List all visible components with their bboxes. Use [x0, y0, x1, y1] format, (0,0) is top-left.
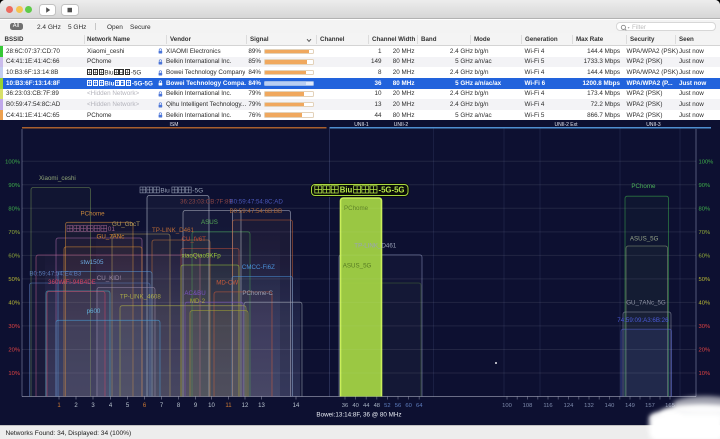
svg-text:p600: p600: [87, 308, 101, 315]
svg-text:ASUS_5G: ASUS_5G: [343, 262, 372, 269]
svg-text:74:59:09:A3:6B:26: 74:59:09:A3:6B:26: [617, 317, 669, 324]
svg-text:xiaoQiao9KFp: xiaoQiao9KFp: [182, 253, 222, 260]
svg-text:360WiFi-94B4DE: 360WiFi-94B4DE: [48, 279, 96, 286]
svg-text:-5G: -5G: [192, 187, 203, 194]
svg-text:10%: 10%: [699, 371, 711, 377]
svg-text:44: 44: [363, 403, 370, 409]
svg-text:64: 64: [416, 403, 423, 409]
svg-text:GU_GbcT: GU_GbcT: [112, 221, 140, 228]
svg-text:60: 60: [405, 403, 411, 409]
svg-text:ASUS: ASUS: [201, 219, 218, 226]
svg-text:20%: 20%: [8, 348, 20, 354]
svg-text:157: 157: [645, 403, 655, 409]
svg-text:B0:59:47:54:6B:BB: B0:59:47:54:6B:BB: [230, 208, 283, 215]
svg-text:40: 40: [352, 403, 358, 409]
svg-text:Xiaomi_ceshi: Xiaomi_ceshi: [39, 175, 76, 182]
svg-text:60%: 60%: [8, 254, 20, 260]
svg-text:GU_7ANc: GU_7ANc: [97, 233, 125, 240]
svg-text:4: 4: [109, 403, 113, 409]
svg-text:100%: 100%: [5, 159, 20, 165]
svg-text:TP-LINK_D461: TP-LINK_D461: [152, 227, 195, 234]
svg-text:B0:59:47:54:E4:B3: B0:59:47:54:E4:B3: [29, 271, 82, 278]
svg-text:CMCC-Fi6Z: CMCC-Fi6Z: [242, 264, 275, 271]
svg-text:132: 132: [584, 403, 594, 409]
svg-text:80%: 80%: [699, 206, 711, 212]
svg-text:116: 116: [543, 403, 552, 409]
svg-text:40%: 40%: [699, 301, 711, 307]
svg-text:70%: 70%: [8, 230, 20, 236]
svg-text:Biu: Biu: [160, 187, 170, 194]
svg-text:UNII-3: UNII-3: [646, 122, 661, 128]
svg-text:52: 52: [384, 403, 390, 409]
svg-text:5: 5: [126, 403, 130, 409]
svg-text:Biu: Biu: [340, 186, 353, 195]
svg-text:CU_fv6T: CU_fv6T: [182, 236, 207, 243]
svg-text:ASUS_5G: ASUS_5G: [630, 236, 659, 243]
svg-text:90%: 90%: [8, 183, 20, 189]
svg-text:48: 48: [374, 403, 380, 409]
svg-text:stw1505: stw1505: [80, 259, 104, 266]
svg-text:80%: 80%: [8, 206, 20, 212]
svg-text:AC&BU: AC&BU: [184, 290, 205, 297]
svg-text:36:23:03:CB:7F:89: 36:23:03:CB:7F:89: [180, 198, 232, 205]
svg-text:20%: 20%: [699, 348, 711, 354]
svg-text:60%: 60%: [699, 254, 711, 260]
svg-text:GU_7ANc_5G: GU_7ANc_5G: [626, 300, 666, 307]
svg-text:6: 6: [143, 403, 147, 409]
svg-text:UNII-2: UNII-2: [394, 122, 409, 128]
svg-text:TP-LINK_4608: TP-LINK_4608: [120, 293, 161, 300]
svg-text:PChome: PChome: [344, 205, 369, 212]
svg-text:UNII-1: UNII-1: [354, 122, 369, 128]
svg-text:124: 124: [564, 403, 574, 409]
svg-text:PChome: PChome: [81, 210, 106, 217]
svg-text:UNII-2 Ext: UNII-2 Ext: [554, 122, 578, 128]
svg-text:7: 7: [160, 403, 164, 409]
svg-text:165: 165: [665, 403, 675, 409]
svg-text:3: 3: [91, 403, 95, 409]
svg-text:TP-LINK_D461: TP-LINK_D461: [354, 243, 397, 250]
svg-text:01: 01: [108, 226, 116, 233]
svg-text:2: 2: [74, 403, 78, 409]
svg-text:B0:59:47:54:8C:AD: B0:59:47:54:8C:AD: [230, 198, 284, 205]
svg-text:MD-CW: MD-CW: [216, 280, 238, 287]
svg-text:12: 12: [242, 403, 249, 409]
svg-text:MD-2: MD-2: [190, 298, 206, 305]
svg-text:30%: 30%: [8, 324, 20, 330]
svg-text:70%: 70%: [699, 230, 711, 236]
svg-text:10%: 10%: [8, 371, 20, 377]
svg-text:Bowei:13:14:8F, 36 @ 80 MHz: Bowei:13:14:8F, 36 @ 80 MHz: [316, 412, 401, 419]
svg-text:CU_KID!: CU_KID!: [97, 275, 122, 282]
svg-text:149: 149: [625, 403, 635, 409]
svg-text:PChome-C: PChome-C: [242, 290, 273, 297]
svg-text:40%: 40%: [8, 301, 20, 307]
svg-text:11: 11: [225, 403, 232, 409]
svg-text:8: 8: [177, 403, 181, 409]
svg-text:50%: 50%: [699, 277, 711, 283]
svg-text:13: 13: [258, 403, 265, 409]
svg-text:9: 9: [194, 403, 198, 409]
svg-text:10: 10: [208, 403, 215, 409]
svg-text:ISM: ISM: [170, 122, 179, 128]
svg-text:30%: 30%: [699, 324, 711, 330]
svg-text:56: 56: [395, 403, 401, 409]
svg-text:100%: 100%: [699, 159, 714, 165]
svg-text:100: 100: [502, 403, 512, 409]
svg-text:-5G-5G: -5G-5G: [379, 186, 405, 195]
svg-text:50%: 50%: [8, 277, 20, 283]
svg-text:PChome: PChome: [631, 183, 656, 190]
svg-text:1: 1: [57, 403, 61, 409]
svg-text:36: 36: [342, 403, 348, 409]
svg-text:90%: 90%: [699, 183, 711, 189]
svg-text:140: 140: [605, 403, 615, 409]
svg-text:14: 14: [293, 403, 300, 409]
svg-text:108: 108: [523, 403, 533, 409]
